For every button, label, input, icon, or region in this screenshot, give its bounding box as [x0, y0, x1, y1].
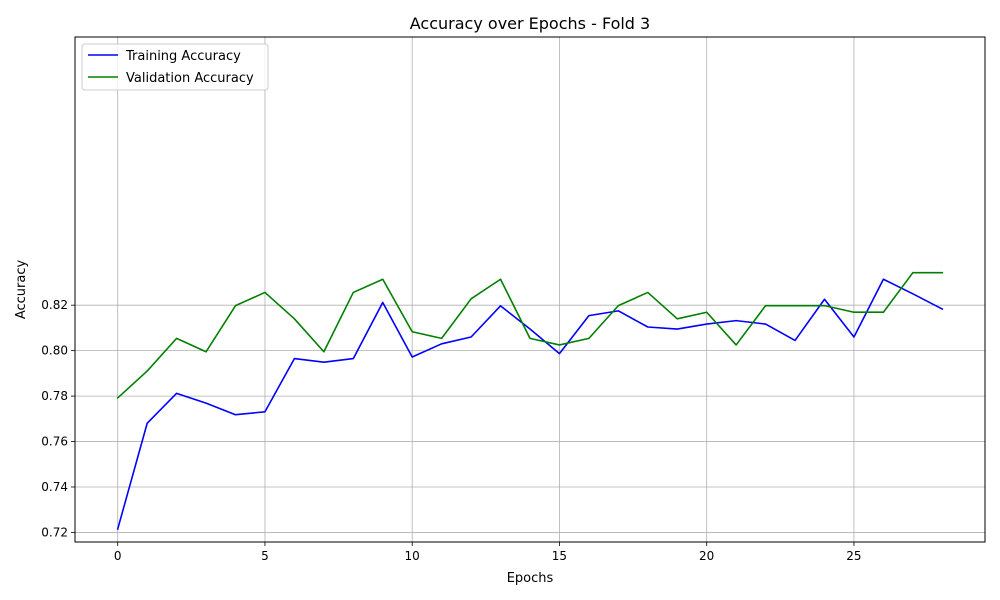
y-tick-label: 0.72	[41, 525, 68, 539]
x-tick-label: 15	[552, 549, 567, 563]
axis-ticks: 0 5 10 15 20 25 0.72 0.74 0.76 0.78 0.80 0.82	[41, 298, 861, 563]
x-axis-label: Epochs	[507, 571, 554, 586]
chart-title: Accuracy over Epochs - Fold 3	[410, 14, 650, 33]
x-tick-label: 25	[846, 549, 861, 563]
plot-frame	[74, 36, 986, 543]
x-tick-label: 20	[699, 549, 714, 563]
y-tick-label: 0.82	[41, 298, 68, 312]
x-tick-label: 5	[261, 549, 269, 563]
legend-label-validation: Validation Accuracy	[126, 71, 254, 86]
validation-accuracy-line	[116, 271, 944, 400]
plot-lines	[116, 271, 944, 531]
y-axis-label: Accuracy	[14, 260, 29, 320]
y-tick-label: 0.80	[41, 344, 68, 358]
legend-box	[81, 43, 269, 91]
x-tick-label: 0	[114, 549, 122, 563]
legend: Training Accuracy Validation Accuracy	[81, 43, 269, 91]
legend-label-training: Training Accuracy	[125, 49, 241, 64]
y-tick-label: 0.78	[41, 389, 68, 403]
training-accuracy-line	[116, 278, 944, 531]
y-tick-label: 0.76	[41, 435, 68, 449]
x-tick-label: 10	[405, 549, 420, 563]
grid	[75, 37, 985, 542]
y-tick-label: 0.74	[41, 480, 68, 494]
